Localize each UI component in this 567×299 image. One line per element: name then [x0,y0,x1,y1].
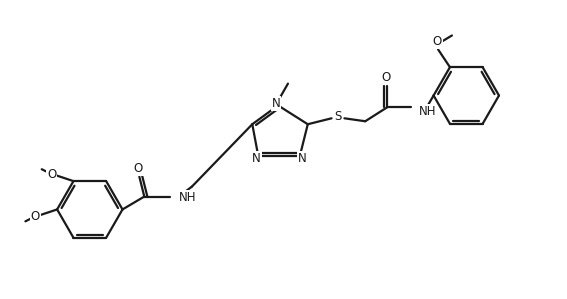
Text: N: N [298,152,306,165]
Text: O: O [382,71,391,84]
Text: N: N [252,152,261,165]
Text: O: O [134,162,143,175]
Text: O: O [433,35,442,48]
Text: NH: NH [419,105,436,118]
Text: N: N [272,97,281,110]
Text: S: S [334,110,341,123]
Text: NH: NH [179,191,197,204]
Text: O: O [31,210,40,223]
Text: O: O [47,168,56,181]
